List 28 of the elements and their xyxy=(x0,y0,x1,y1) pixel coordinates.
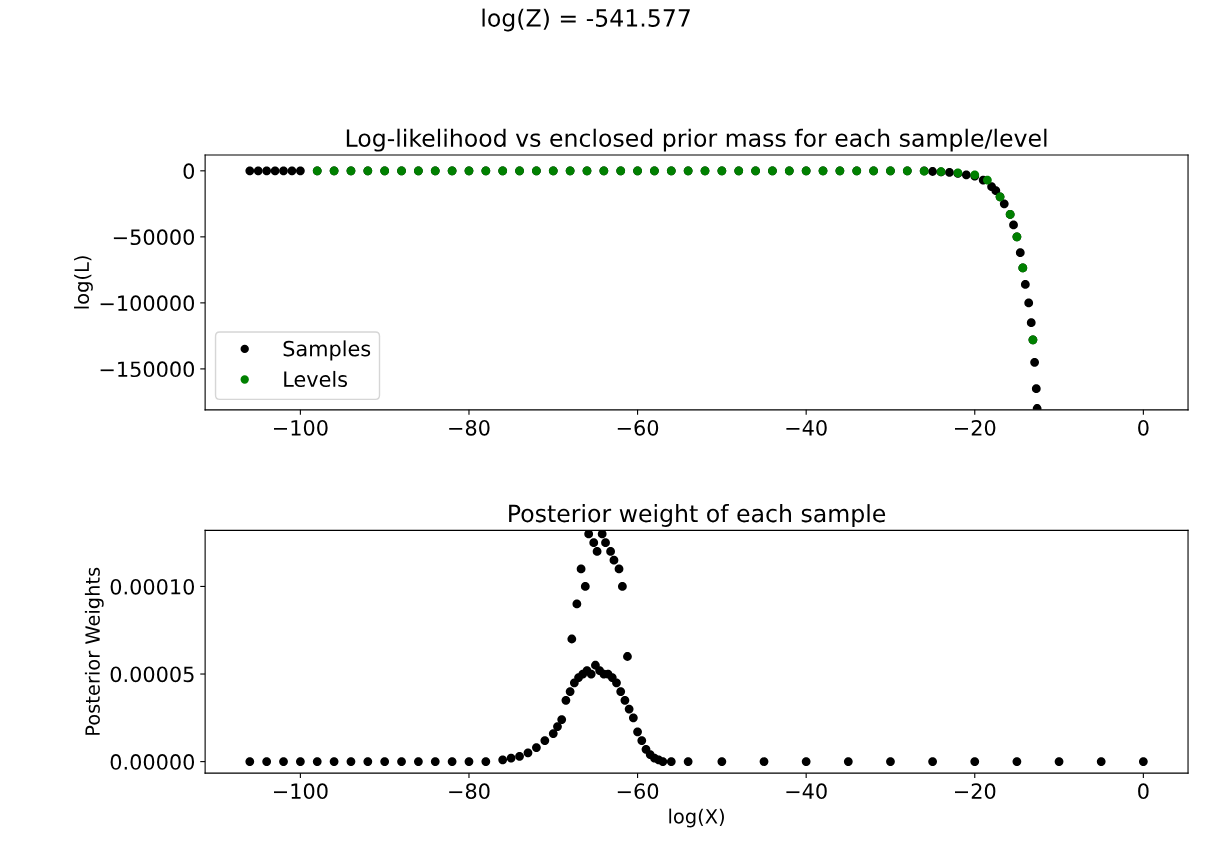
chart-title: Posterior weight of each sample xyxy=(509,504,886,527)
x-tick-label: −40 xyxy=(786,783,827,800)
x-tick-label: −40 xyxy=(786,419,827,436)
y-tick-label: 0.00010 xyxy=(110,578,195,595)
text: log(Z) = -541.577 xyxy=(482,8,690,32)
y-tick-label: −100000 xyxy=(100,295,195,312)
x-tick-label: −80 xyxy=(449,783,490,800)
point xyxy=(983,175,992,185)
x-tick-label: −60 xyxy=(617,783,659,800)
chart-title: Log-likelihood vs enclosed prior mass for each sample/level xyxy=(346,128,1047,152)
y-tick-label: −50000 xyxy=(113,229,195,246)
x-axis-title: log(X) xyxy=(669,808,724,828)
y-tick-label: 0 xyxy=(183,163,195,180)
x-tick-label: 0 xyxy=(1138,783,1149,800)
legend-label: Samples xyxy=(283,340,371,361)
x-tick-label: −60 xyxy=(617,419,659,436)
x-tick-label: −100 xyxy=(273,419,328,436)
x-tick-label: 0 xyxy=(1138,419,1149,436)
y-tick-label: −150000 xyxy=(100,361,195,378)
legend-label: Levels xyxy=(284,370,348,388)
x-tick-label: −100 xyxy=(273,783,328,800)
y-axis-title: log(L) xyxy=(74,256,93,309)
x-tick-label: −20 xyxy=(954,783,996,800)
x-tick-label: −80 xyxy=(449,419,490,436)
y-axis-title: Posterior Weights xyxy=(84,567,104,735)
y-tick-label: 0.00000 xyxy=(110,754,195,770)
y-tick-label: 0.00005 xyxy=(110,666,194,683)
x-tick-label: −20 xyxy=(954,419,996,436)
